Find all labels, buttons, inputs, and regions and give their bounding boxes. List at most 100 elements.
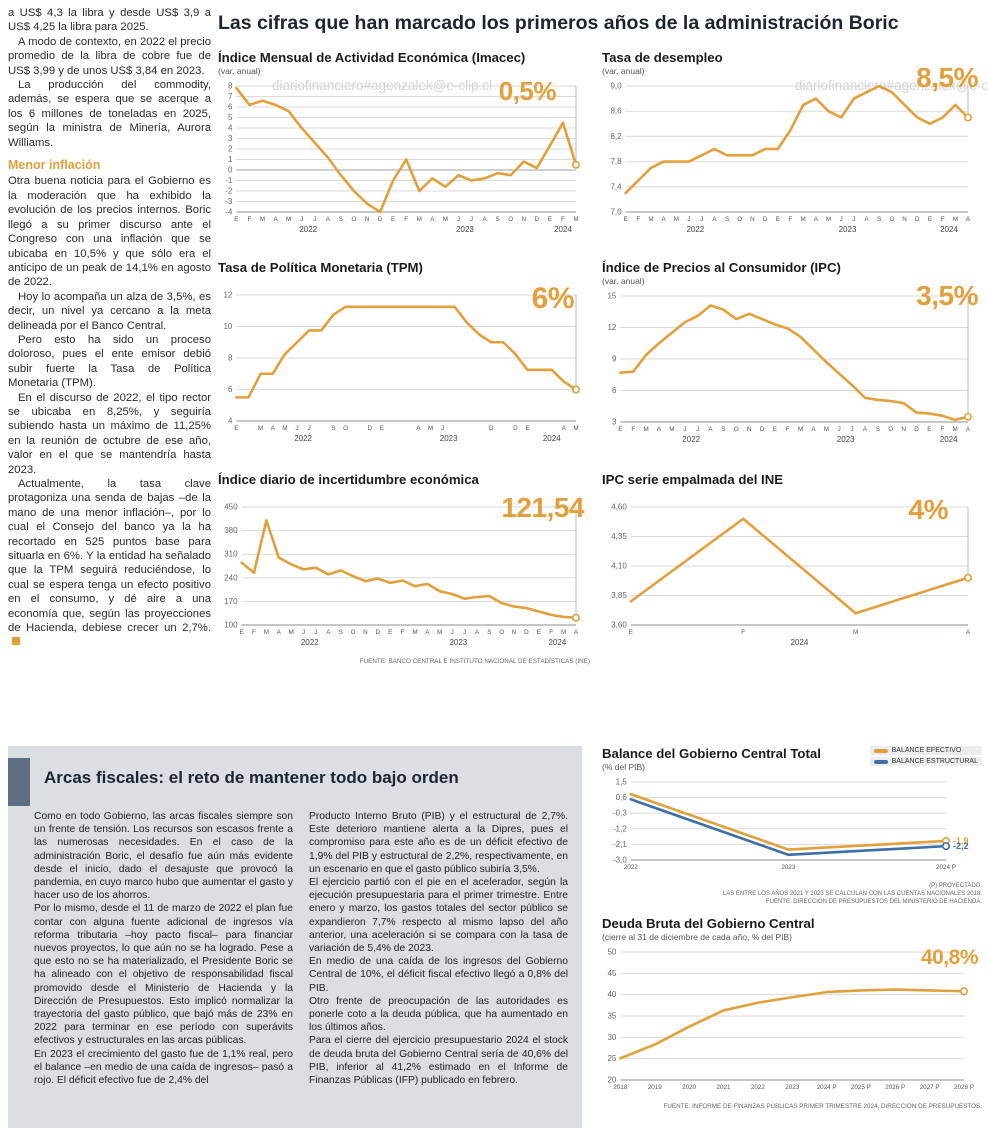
fiscal-paragraph: Por lo mismo, desde el 11 de marzo de 20… [34, 903, 293, 1047]
section-accent-bar [8, 758, 30, 806]
svg-text:A: A [712, 216, 717, 223]
svg-text:M: M [282, 425, 287, 432]
svg-text:F: F [631, 426, 635, 433]
svg-text:F: F [248, 216, 252, 223]
svg-text:-0,3: -0,3 [613, 809, 627, 818]
svg-text:2024 P: 2024 P [936, 864, 956, 871]
svg-text:D: D [378, 216, 383, 223]
svg-text:2022: 2022 [301, 638, 319, 647]
svg-text:1: 1 [228, 155, 233, 164]
svg-text:M: M [669, 426, 674, 433]
svg-text:M: M [286, 216, 291, 223]
article-paragraph: La producción del commodity, además, se … [8, 79, 211, 149]
svg-text:2024: 2024 [791, 638, 809, 647]
svg-text:2019: 2019 [648, 1084, 663, 1091]
balance-chart-plot: 1,5 0,6 -0,3 -1,2 -2,1 -3,0 2022 2023 2024 P -1,9… [602, 776, 982, 881]
svg-text:J: J [295, 425, 298, 432]
svg-text:12: 12 [607, 323, 616, 332]
svg-text:M: M [561, 629, 566, 636]
svg-text:-1,2: -1,2 [613, 824, 627, 833]
svg-text:9: 9 [612, 355, 617, 364]
svg-text:0,6: 0,6 [616, 793, 628, 802]
svg-text:E: E [525, 425, 529, 432]
svg-text:E: E [388, 629, 392, 636]
svg-text:J: J [851, 426, 854, 433]
svg-text:2024: 2024 [940, 225, 958, 234]
svg-text:2: 2 [228, 145, 233, 154]
svg-text:M: M [437, 629, 442, 636]
svg-text:N: N [901, 426, 906, 433]
svg-text:S: S [339, 216, 343, 223]
svg-text:A: A [562, 425, 567, 432]
svg-text:2023: 2023 [449, 638, 467, 647]
chart-subtitle: (cierre al 31 de diciembre de cada año, … [602, 932, 792, 942]
svg-text:J: J [302, 629, 305, 636]
svg-text:E: E [773, 426, 777, 433]
svg-text:F: F [940, 426, 944, 433]
chart-title: Balance del Gobierno Central Total [602, 746, 821, 761]
chart-title: Índice diario de incertidumbre económica [218, 472, 479, 487]
svg-text:D: D [368, 425, 373, 432]
svg-text:O: O [351, 629, 356, 636]
svg-text:30: 30 [607, 1033, 616, 1042]
svg-text:N: N [365, 216, 370, 223]
svg-text:0: 0 [228, 166, 233, 175]
fiscal-paragraph: Producto Interno Bruto (PIB) y el estruc… [309, 811, 568, 875]
svg-text:A: A [271, 425, 276, 432]
svg-text:E: E [548, 216, 552, 223]
svg-text:J: J [451, 629, 454, 636]
svg-text:D: D [914, 426, 919, 433]
svg-text:-2,2: -2,2 [953, 841, 969, 851]
svg-text:9,0: 9,0 [610, 82, 622, 91]
svg-text:O: O [734, 426, 739, 433]
svg-text:E: E [629, 629, 633, 636]
svg-text:A: A [430, 216, 435, 223]
svg-text:F: F [404, 216, 408, 223]
chart-value-callout: 0,5% [498, 76, 557, 106]
tpm-chart: Tasa de Política Monetaria (TPM) 6% 12 10… [218, 260, 590, 452]
svg-text:S: S [877, 216, 881, 223]
svg-text:J: J [308, 425, 311, 432]
article-paragraph: A modo de contexto, en 2022 el precio pr… [8, 35, 211, 77]
svg-text:8: 8 [228, 82, 233, 91]
svg-text:2023: 2023 [440, 434, 458, 443]
svg-text:2018: 2018 [613, 1084, 628, 1091]
svg-text:M: M [573, 216, 578, 223]
svg-text:J: J [683, 426, 686, 433]
svg-text:5: 5 [228, 113, 233, 122]
svg-text:8,6: 8,6 [610, 107, 622, 116]
chart-value-callout: 4% [908, 494, 949, 525]
svg-text:M: M [648, 216, 653, 223]
svg-text:J: J [463, 629, 466, 636]
fiscal-paragraph: En 2023 el crecimiento del gasto fue de … [34, 1048, 293, 1087]
fiscal-paragraph: Para el cierre del ejercicio presupuesta… [309, 1035, 568, 1087]
uncertainty-chart: Índice diario de incertidumbre económica… [218, 472, 590, 665]
chart-source: FUENTE: BANCO CENTRAL E INSTITUTO NACION… [359, 658, 590, 665]
svg-text:F: F [252, 629, 256, 636]
svg-text:A: A [966, 629, 971, 636]
svg-text:8,2: 8,2 [610, 132, 622, 141]
svg-text:J: J [314, 629, 317, 636]
svg-text:45: 45 [607, 969, 616, 978]
svg-text:-2: -2 [225, 187, 233, 196]
svg-text:F: F [786, 426, 790, 433]
legend-swatch-orange [873, 748, 888, 753]
chart-value-callout: 121,54 [501, 492, 584, 523]
svg-text:2026 P: 2026 P [885, 1084, 905, 1091]
ipc-chart-plot: 15 12 9 6 3 E F M A M J J A S O N D E F M A M J J A S O N D E F M A 2022 2… [602, 290, 982, 453]
svg-text:7,8: 7,8 [610, 157, 622, 166]
svg-text:-1,9: -1,9 [953, 836, 969, 846]
svg-text:F: F [549, 629, 553, 636]
svg-text:J: J [313, 216, 316, 223]
svg-text:4: 4 [228, 417, 233, 426]
fiscal-section: Arcas fiscales: el reto de mantener todo… [8, 746, 582, 1128]
svg-text:M: M [258, 425, 263, 432]
svg-text:E: E [391, 216, 395, 223]
svg-text:A: A [277, 629, 282, 636]
svg-text:4,35: 4,35 [611, 532, 627, 541]
svg-text:E: E [239, 629, 243, 636]
fiscal-paragraph: En medio de una caída de los ingresos de… [309, 956, 568, 994]
svg-text:M: M [289, 629, 294, 636]
article-paragraph: Actualmente, la tasa clave protagoniza u… [8, 477, 211, 650]
svg-text:O: O [889, 216, 894, 223]
